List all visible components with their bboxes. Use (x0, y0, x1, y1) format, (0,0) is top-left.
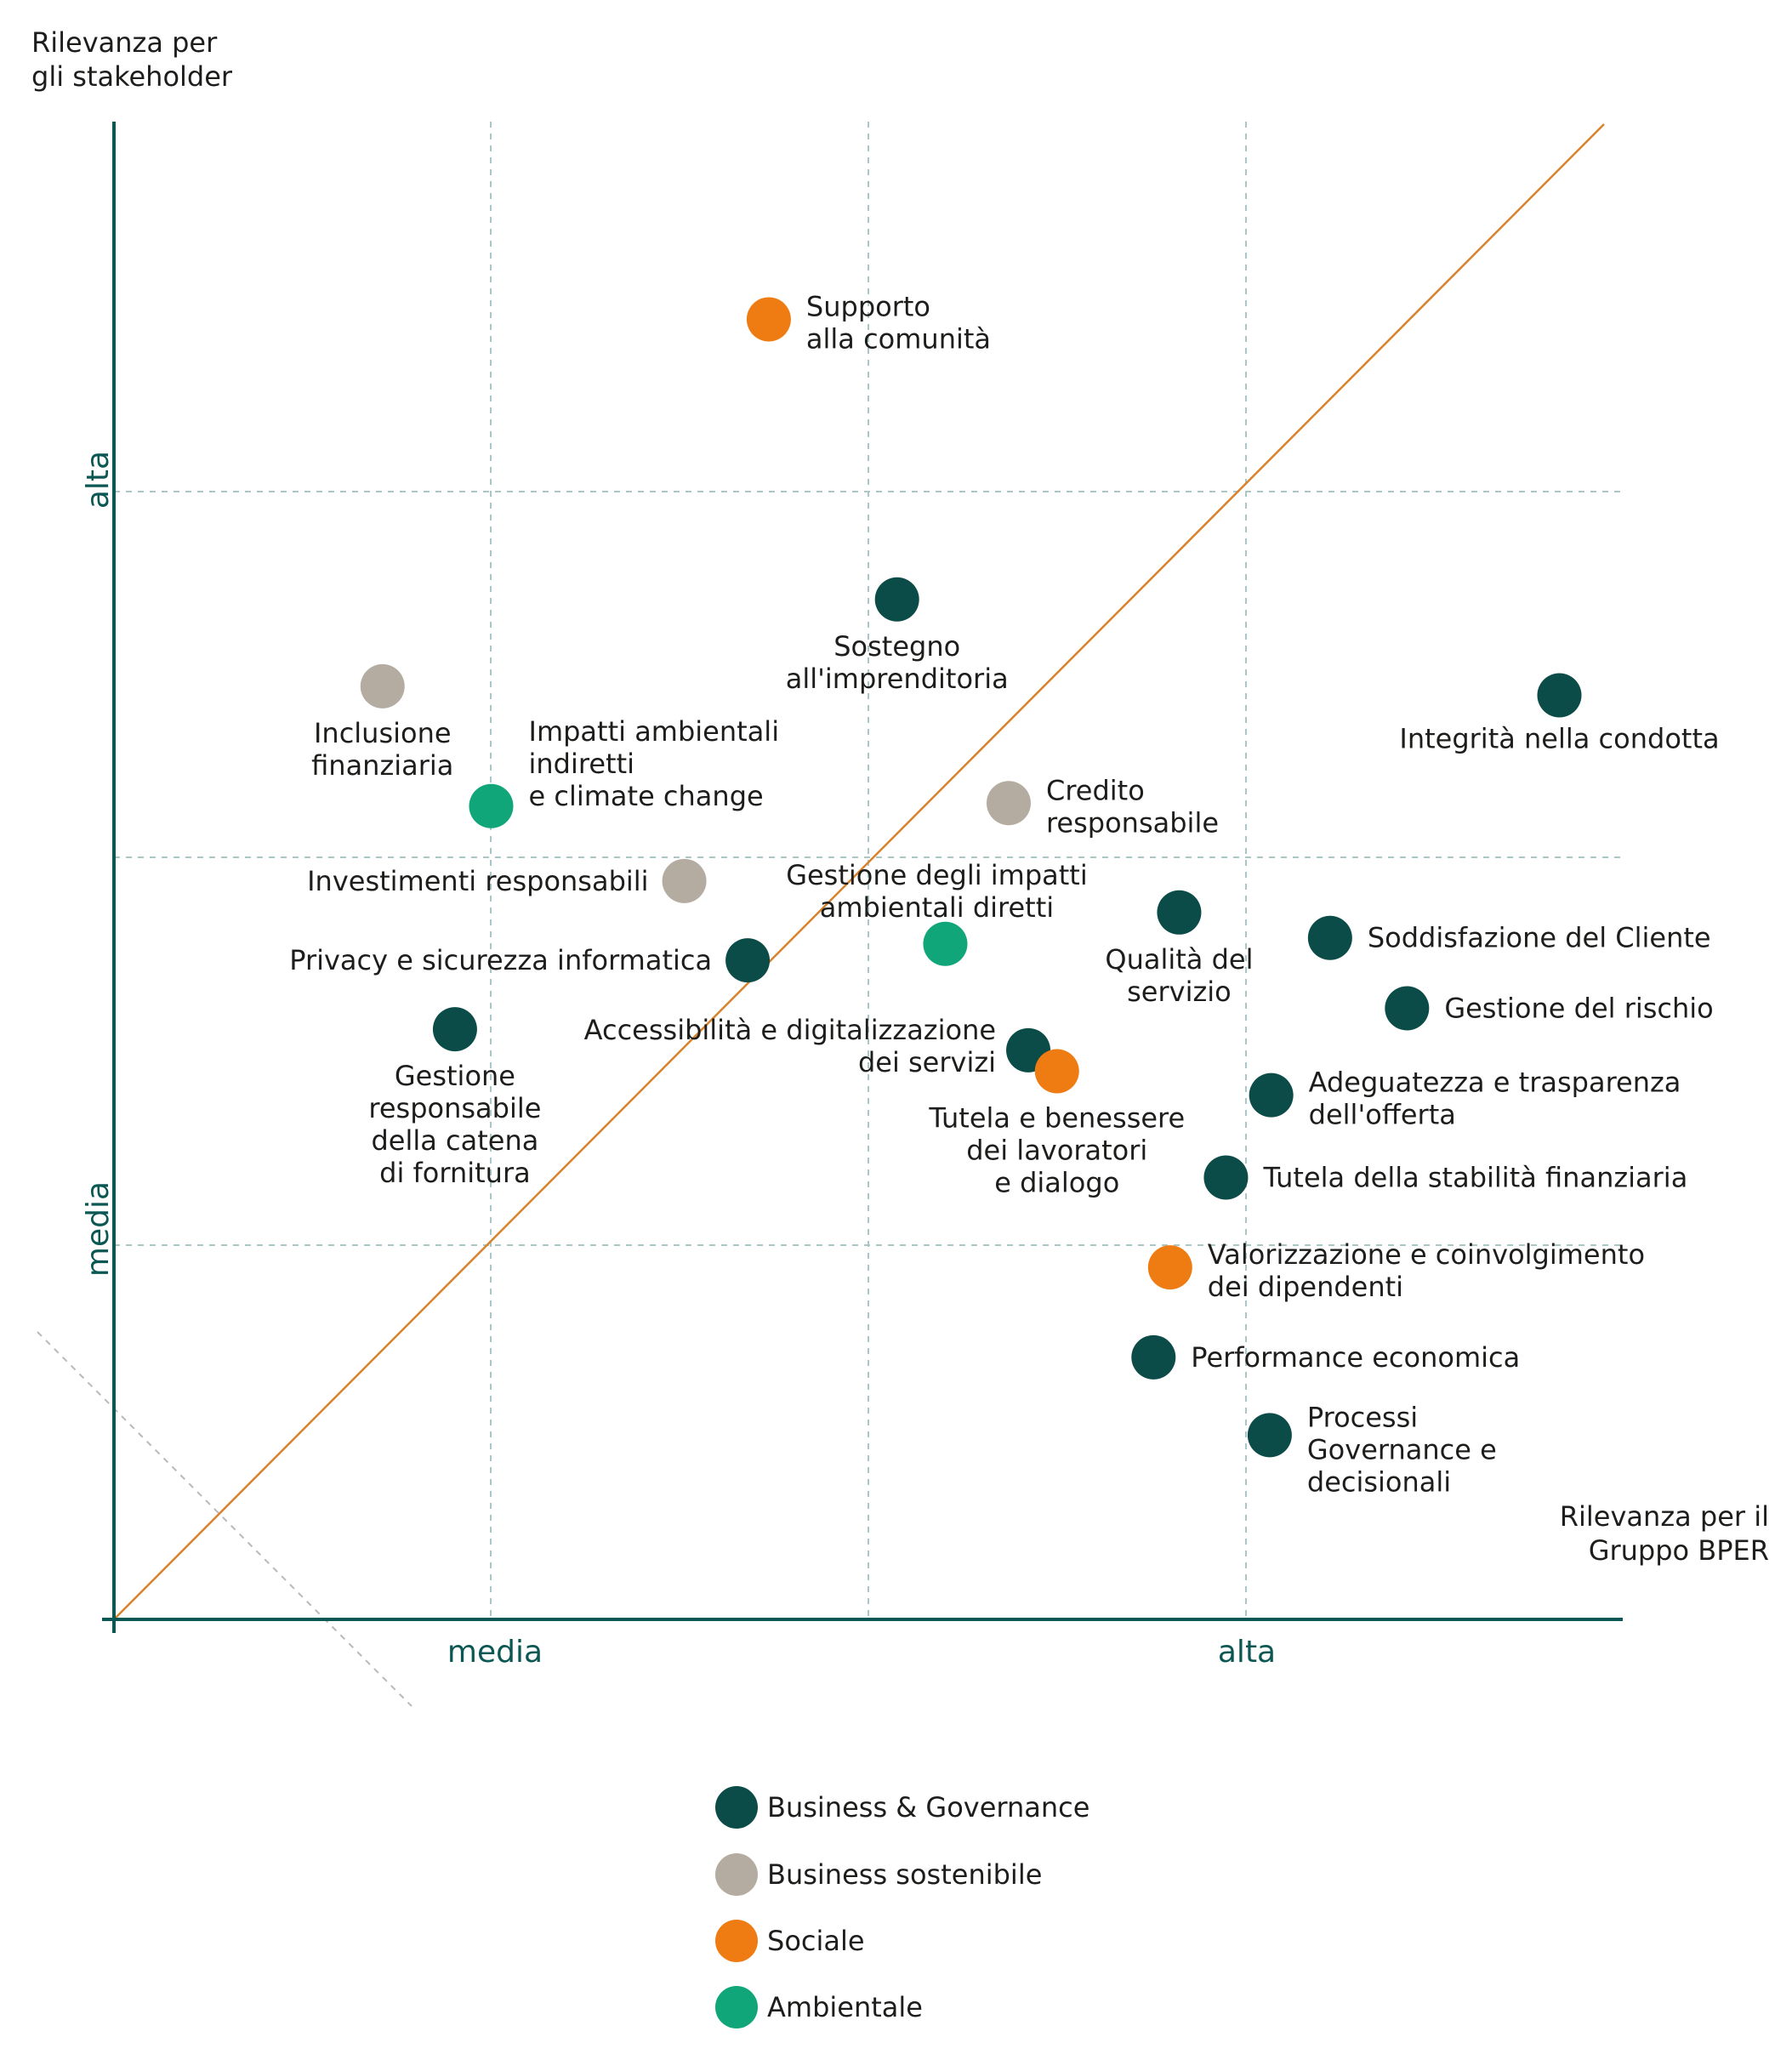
data-point: Processi Governance e decisionali (1247, 1401, 1497, 1498)
data-point: Valorizzazione e coinvolgimento dei dipen… (1147, 1238, 1645, 1303)
legend-label: Business & Governance (767, 1791, 1089, 1824)
point-label: Valorizzazione e coinvolgimento dei dipen… (1208, 1238, 1645, 1303)
data-point: Gestione degli impatti ambientali diretti (786, 859, 1088, 966)
point-label: Accessibilità e digitalizzazione dei serv… (584, 1014, 996, 1078)
diagonal-reference-line (113, 123, 1605, 1620)
data-points: Supporto alla comunità Sostegno all'imprend… (289, 290, 1719, 1498)
legend-label: Ambientale (767, 1991, 923, 2023)
legend-entry: Business sostenibile (715, 1853, 1042, 1896)
point-marker (432, 1007, 477, 1052)
point-label: Gestione del rischio (1444, 993, 1713, 1025)
data-point: Privacy e sicurezza informatica (289, 938, 771, 983)
point-marker (725, 938, 771, 983)
point-label: Investimenti responsabili (307, 865, 648, 897)
data-point: Performance economica (1131, 1334, 1520, 1380)
legend-marker (715, 1920, 758, 1962)
data-point: Credito responsabile (986, 774, 1219, 839)
legend-entry: Ambientale (715, 1986, 923, 2028)
point-label: Gestione degli impatti ambientali diretti (786, 859, 1088, 924)
point-marker (1203, 1155, 1249, 1200)
point-marker (360, 663, 405, 708)
point-marker (1385, 986, 1430, 1031)
point-marker (1537, 673, 1582, 718)
data-point: Gestione responsabile della catena di forni… (368, 1007, 541, 1189)
point-label: Processi Governance e decisionali (1307, 1401, 1497, 1498)
x-tick-label: alta (1218, 1635, 1276, 1670)
point-label: Inclusione finanziaria (311, 717, 453, 782)
legend-marker (715, 1853, 758, 1896)
data-point: Gestione del rischio (1385, 986, 1714, 1031)
point-marker (662, 858, 707, 903)
data-point: Accessibilità e digitalizzazione dei serv… (584, 1014, 1051, 1078)
legend-marker (715, 1786, 758, 1829)
point-marker (1157, 890, 1202, 935)
axes: Rilevanza per gli stakeholder Rilevanza pe… (31, 26, 1769, 1670)
legend-entry: Sociale (715, 1920, 865, 1962)
y-axis-title: Rilevanza per gli stakeholder (31, 26, 233, 93)
point-label: Adeguatezza e trasparenza dell'offerta (1309, 1067, 1681, 1131)
point-marker (923, 921, 968, 966)
data-point: Qualità del servizio (1105, 890, 1253, 1008)
data-point: Sostegno all'imprenditoria (786, 577, 1009, 695)
point-label: Impatti ambientali indiretti e climate cha… (529, 715, 780, 812)
diagonal-dashed-line (37, 1331, 412, 1707)
point-label: Qualità del servizio (1105, 943, 1253, 1008)
point-label: Soddisfazione del Cliente (1368, 922, 1711, 954)
data-point: Supporto alla comunità (746, 290, 991, 355)
point-marker (469, 783, 514, 828)
point-label: Performance economica (1191, 1341, 1520, 1374)
data-point: Inclusione finanziaria (311, 663, 453, 782)
y-tick-label: alta (81, 451, 116, 509)
point-label: Supporto alla comunità (806, 290, 991, 355)
point-label: Sostegno all'imprenditoria (786, 630, 1009, 695)
point-label: Gestione responsabile della catena di forni… (368, 1060, 541, 1189)
point-label: Tutela della stabilità finanziaria (1262, 1162, 1687, 1194)
grid-lines (37, 122, 1623, 1707)
point-label: Tutela e benessere dei lavoratori e dialog… (928, 1101, 1185, 1198)
data-point: Tutela e benessere dei lavoratori e dialog… (928, 1049, 1185, 1198)
legend-entry: Business & Governance (715, 1786, 1089, 1829)
point-marker (1131, 1334, 1176, 1380)
point-marker (1034, 1049, 1079, 1094)
data-point: Investimenti responsabili (307, 858, 707, 903)
x-tick-label: media (447, 1635, 543, 1670)
point-marker (1307, 915, 1352, 960)
point-marker (874, 577, 919, 622)
point-label: Credito responsabile (1046, 774, 1219, 839)
legend-label: Sociale (767, 1925, 865, 1957)
legend: Business & Governance Business sostenibil… (715, 1786, 1089, 2028)
legend-label: Business sostenibile (767, 1858, 1042, 1891)
x-axis-title: Rilevanza per il Gruppo BPER (1560, 1500, 1769, 1567)
point-marker (1247, 1413, 1292, 1458)
point-label: Integrità nella condotta (1399, 722, 1719, 754)
point-marker (746, 297, 791, 342)
data-point: Impatti ambientali indiretti e climate cha… (469, 715, 780, 828)
data-point: Adeguatezza e trasparenza dell'offerta (1249, 1067, 1681, 1131)
data-point: Tutela della stabilità finanziaria (1203, 1155, 1687, 1200)
data-point: Soddisfazione del Cliente (1307, 915, 1711, 960)
point-marker (1147, 1245, 1192, 1290)
point-marker (1249, 1073, 1294, 1118)
legend-marker (715, 1986, 758, 2028)
point-label: Privacy e sicurezza informatica (289, 944, 712, 976)
y-tick-label: media (81, 1181, 116, 1277)
point-marker (986, 781, 1031, 826)
data-point: Integrità nella condotta (1399, 673, 1720, 754)
